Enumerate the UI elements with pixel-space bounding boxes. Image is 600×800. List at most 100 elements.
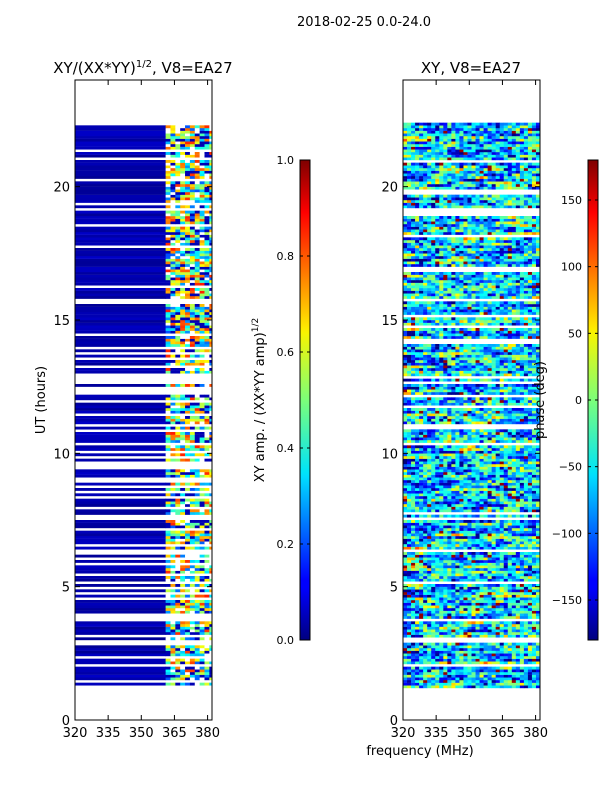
heatmap-cell — [507, 557, 513, 561]
heatmap-cell — [479, 645, 484, 649]
heatmap-cell — [170, 589, 176, 593]
heatmap-cell — [523, 634, 529, 638]
heatmap-cell — [209, 221, 212, 225]
heatmap-cell — [503, 501, 509, 505]
heatmap-cell — [455, 629, 460, 633]
heatmap-cell — [487, 562, 492, 566]
heatmap-cell — [479, 589, 484, 593]
heatmap-cell — [180, 432, 186, 435]
heatmap-cell — [467, 656, 472, 659]
heatmap-cell — [423, 506, 428, 510]
heatmap-cell — [447, 584, 452, 587]
heatmap-cell — [423, 482, 428, 486]
heatmap-cell — [503, 498, 509, 502]
heatmap-cell — [531, 400, 537, 403]
heatmap-cell — [431, 448, 436, 451]
heatmap-cell — [491, 400, 496, 403]
heatmap-cell — [431, 546, 436, 550]
heatmap-cell — [435, 541, 440, 545]
heatmap-cell — [463, 525, 468, 529]
heatmap-cell — [471, 485, 476, 489]
heatmap-cell — [499, 634, 505, 638]
heatmap-cell — [475, 586, 480, 590]
heatmap-cell — [463, 592, 468, 595]
heatmap-cell — [507, 474, 513, 478]
heatmap-cell — [209, 525, 212, 529]
heatmap-cell — [479, 594, 484, 598]
heatmap-cell — [475, 624, 480, 627]
heatmap-cell — [175, 512, 181, 515]
heatmap-cell — [523, 464, 529, 467]
heatmap-cell — [471, 645, 476, 649]
heatmap-cell — [180, 261, 186, 265]
heatmap-cell — [415, 541, 420, 545]
heatmap-cell — [515, 544, 521, 547]
heatmap-cell — [451, 528, 456, 531]
heatmap-cell — [403, 648, 408, 651]
heatmap-cell — [495, 602, 501, 606]
heatmap-cell — [447, 418, 452, 422]
heatmap-cell — [447, 413, 452, 417]
heatmap-cell — [407, 658, 412, 662]
heatmap-cell — [467, 472, 472, 475]
heatmap-cell — [175, 216, 181, 219]
heatmap-cell — [415, 557, 420, 561]
heatmap-cell — [535, 642, 540, 646]
heatmap-cell — [423, 429, 428, 433]
heatmap-cell — [535, 477, 540, 481]
heatmap-cell — [499, 458, 505, 462]
heatmap-cell — [515, 592, 521, 595]
heatmap-cell — [495, 645, 501, 649]
heatmap-cell — [194, 325, 200, 329]
heatmap-cell — [487, 573, 492, 577]
heatmap-cell — [411, 458, 416, 462]
heatmap-cell — [483, 536, 488, 539]
heatmap-cell — [491, 677, 496, 681]
heatmap-cell — [507, 528, 513, 531]
heatmap-cell — [435, 656, 440, 659]
heatmap-cell — [175, 138, 181, 142]
heatmap-cell — [204, 362, 210, 366]
heatmap-cell — [491, 645, 496, 649]
heatmap-cell — [455, 626, 460, 630]
heatmap-cell — [463, 434, 468, 438]
heatmap-cell — [455, 608, 460, 611]
heatmap-cell — [199, 133, 205, 137]
heatmap-cell — [199, 645, 205, 649]
heatmap-cell — [431, 658, 436, 662]
heatmap-cell — [447, 674, 452, 678]
heatmap-cell — [455, 685, 460, 689]
heatmap-cell — [527, 485, 533, 489]
heatmap-cell — [199, 666, 205, 670]
heatmap-cell — [189, 434, 196, 438]
heatmap-cell — [411, 493, 416, 497]
heatmap-cell — [403, 573, 408, 577]
heatmap-cell — [194, 397, 200, 401]
heatmap-cell — [189, 160, 196, 163]
heatmap-cell — [479, 432, 484, 435]
heatmap-cell — [443, 498, 448, 502]
heatmap-cell — [180, 445, 186, 449]
heatmap-cell — [175, 349, 181, 353]
heatmap-cell — [415, 490, 420, 494]
heatmap-cell — [499, 677, 505, 681]
heatmap-cell — [189, 266, 196, 270]
heatmap-cell — [531, 661, 537, 665]
heatmap-cell — [447, 661, 452, 665]
heatmap-cell — [185, 165, 191, 169]
heatmap-cell — [495, 674, 501, 678]
heatmap-cell — [170, 632, 176, 635]
heatmap-cell — [170, 229, 176, 233]
heatmap-cell — [209, 266, 212, 270]
heatmap-cell — [423, 648, 428, 651]
heatmap-cell — [535, 440, 540, 443]
heatmap-cell — [204, 522, 210, 526]
heatmap-cell — [407, 533, 412, 537]
heatmap-cell — [209, 394, 212, 398]
heatmap-cell — [459, 576, 464, 579]
heatmap-cell — [189, 394, 196, 398]
heatmap-cell — [515, 578, 521, 582]
heatmap-cell — [403, 669, 408, 673]
heatmap-cell — [483, 650, 488, 654]
heatmap-cell — [199, 408, 205, 411]
